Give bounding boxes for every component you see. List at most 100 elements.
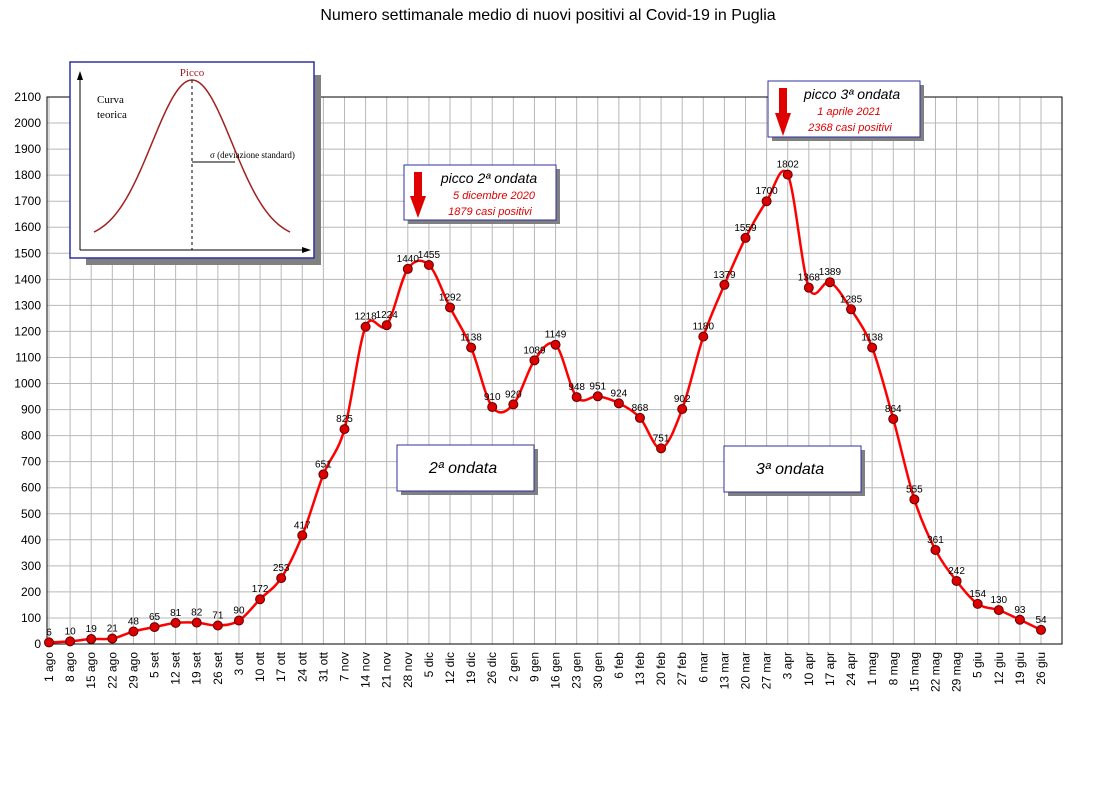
data-point bbox=[297, 530, 308, 541]
y-tick-label: 1400 bbox=[14, 272, 41, 286]
data-point bbox=[318, 469, 329, 480]
y-tick-label: 300 bbox=[21, 559, 41, 573]
data-point bbox=[571, 392, 582, 403]
x-tick-label: 12 giu bbox=[992, 652, 1006, 685]
x-tick-label: 21 nov bbox=[380, 652, 394, 688]
x-tick-label: 9 gen bbox=[527, 652, 541, 682]
y-tick-label: 2000 bbox=[14, 116, 41, 130]
data-label: 154 bbox=[969, 589, 986, 600]
data-label: 1138 bbox=[460, 333, 482, 344]
x-tick-label: 12 set bbox=[169, 651, 183, 684]
data-label: 651 bbox=[315, 459, 332, 470]
data-label: 172 bbox=[252, 584, 269, 595]
x-tick-label: 14 nov bbox=[359, 652, 373, 688]
x-tick-label: 17 ott bbox=[274, 651, 288, 682]
data-point bbox=[44, 637, 54, 648]
data-point bbox=[233, 615, 244, 626]
x-tick-label: 10 apr bbox=[802, 652, 816, 686]
x-tick-label: 8 ago bbox=[63, 652, 77, 682]
x-tick-label: 3 ott bbox=[232, 651, 246, 675]
data-label: 1802 bbox=[777, 160, 800, 171]
x-tick-label: 22 mag bbox=[928, 652, 942, 692]
down-arrow-icon bbox=[410, 172, 426, 218]
data-point bbox=[930, 544, 941, 555]
y-tick-label: 200 bbox=[21, 585, 41, 599]
data-label: 1224 bbox=[376, 310, 399, 321]
y-tick-label: 1500 bbox=[14, 246, 41, 260]
x-tick-label: 26 dic bbox=[485, 652, 499, 684]
data-label: 1138 bbox=[861, 333, 883, 344]
inset-theoretical-curve: Picco Curva teorica σ (deviazione standa… bbox=[69, 61, 321, 265]
x-axis-ticks: 1 ago 8 ago 15 ago 22 ago 29 ago 5 set 12 set 1… bbox=[42, 651, 1048, 692]
data-point bbox=[740, 232, 751, 243]
data-label: 555 bbox=[906, 484, 923, 495]
data-label: 19 bbox=[86, 624, 98, 635]
inset-peak-label: Picco bbox=[180, 67, 205, 79]
x-tick-label: 2 gen bbox=[506, 652, 520, 682]
x-tick-label: 27 feb bbox=[675, 652, 689, 686]
wave3-label: 3ª ondata bbox=[756, 461, 824, 478]
data-point bbox=[550, 339, 561, 350]
data-label: 71 bbox=[212, 611, 224, 622]
data-point bbox=[761, 196, 772, 207]
y-tick-label: 700 bbox=[21, 455, 41, 469]
data-point bbox=[824, 277, 835, 288]
data-label: 868 bbox=[632, 403, 649, 414]
inset-curve-label-2: teorica bbox=[97, 109, 127, 121]
data-point bbox=[423, 260, 434, 271]
wave2-box: 2ª ondata bbox=[396, 444, 538, 495]
peak2-date: 5 dicembre 2020 bbox=[453, 190, 536, 202]
data-point bbox=[65, 636, 76, 647]
data-point bbox=[445, 302, 456, 313]
x-tick-label: 1 mag bbox=[865, 652, 879, 685]
x-tick-label: 24 apr bbox=[844, 652, 858, 686]
x-tick-label: 20 mar bbox=[739, 652, 753, 689]
data-label: 65 bbox=[149, 612, 161, 623]
data-point bbox=[951, 575, 962, 586]
data-point bbox=[276, 573, 287, 584]
y-axis-ticks: 0 100 200 300 400 500 600 700 800 900 1000 1100 1200… bbox=[14, 90, 41, 651]
x-tick-label: 13 feb bbox=[633, 652, 647, 686]
data-point bbox=[529, 355, 540, 366]
peak2-title: picco 2ª ondata bbox=[440, 170, 537, 186]
x-tick-label: 17 apr bbox=[823, 652, 837, 686]
data-point bbox=[191, 617, 202, 628]
x-tick-label: 8 mag bbox=[886, 652, 900, 685]
data-label: 1089 bbox=[523, 345, 546, 356]
data-label: 1440 bbox=[397, 254, 420, 265]
data-label: 10 bbox=[65, 626, 77, 637]
x-tick-label: 29 mag bbox=[950, 652, 964, 692]
data-label: 902 bbox=[674, 394, 691, 405]
y-tick-label: 100 bbox=[21, 611, 41, 625]
data-label: 1559 bbox=[734, 223, 757, 234]
data-point bbox=[677, 404, 688, 415]
x-tick-label: 19 dic bbox=[464, 652, 478, 684]
data-point bbox=[149, 622, 160, 633]
x-tick-label: 28 nov bbox=[401, 652, 415, 688]
data-point bbox=[170, 617, 181, 628]
data-point bbox=[360, 321, 371, 332]
y-tick-label: 400 bbox=[21, 533, 41, 547]
data-label: 924 bbox=[611, 388, 628, 399]
data-label: 90 bbox=[233, 606, 245, 617]
y-tick-label: 600 bbox=[21, 481, 41, 495]
plot-frame bbox=[46, 96, 1063, 645]
data-point bbox=[888, 413, 899, 424]
y-tick-label: 900 bbox=[21, 403, 41, 417]
data-label: 1700 bbox=[755, 186, 778, 197]
data-point bbox=[634, 412, 645, 423]
data-label: 1292 bbox=[439, 292, 462, 303]
wave2-label: 2ª ondata bbox=[428, 460, 497, 477]
data-label: 130 bbox=[990, 595, 1007, 606]
data-point bbox=[339, 424, 350, 435]
data-point bbox=[698, 331, 709, 342]
data-markers bbox=[44, 169, 1046, 648]
x-tick-label: 10 ott bbox=[253, 651, 267, 682]
data-label: 920 bbox=[505, 389, 522, 400]
x-tick-label: 24 ott bbox=[295, 651, 309, 682]
data-point bbox=[1036, 624, 1046, 635]
peak3-box: picco 3ª ondata 1 aprile 2021 2368 casi … bbox=[767, 80, 924, 141]
x-tick-label: 5 set bbox=[148, 651, 162, 678]
